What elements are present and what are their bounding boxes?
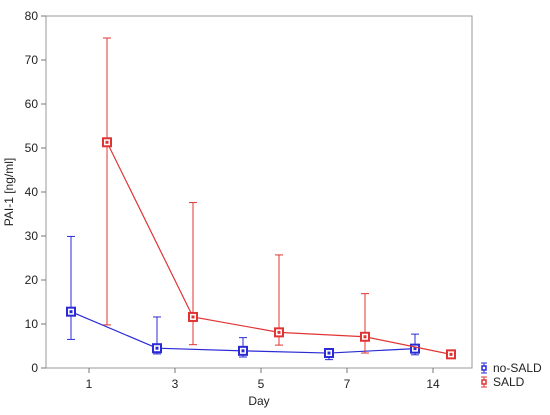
- y-tick-label: 40: [25, 185, 39, 199]
- y-tick-label: 80: [25, 9, 39, 23]
- data-point-center: [155, 346, 159, 350]
- legend-marker-icon: [481, 365, 487, 371]
- data-point-center: [413, 347, 417, 351]
- legend-item-SALD: SALD: [481, 375, 525, 389]
- legend-label: no-SALD: [493, 361, 542, 375]
- x-tick-label: 14: [426, 377, 440, 391]
- x-tick-label: 5: [258, 377, 265, 391]
- legend-marker-icon: [481, 379, 487, 385]
- y-tick-label: 10: [25, 317, 39, 331]
- data-point-center: [363, 335, 367, 339]
- data-point-center: [191, 315, 195, 319]
- series-SALD: [102, 37, 456, 360]
- y-tick-label: 30: [25, 229, 39, 243]
- y-axis: 0 10 20 30 40 50 60 70 80: [25, 9, 46, 375]
- y-tick-label: 70: [25, 53, 39, 67]
- x-tick-label: 1: [86, 377, 93, 391]
- x-tick-label: 7: [344, 377, 351, 391]
- data-point-center: [327, 351, 331, 355]
- y-tick-label: 50: [25, 141, 39, 155]
- series-no-SALD: [66, 235, 420, 361]
- data-point-center: [277, 330, 281, 334]
- data-point-center: [241, 349, 245, 353]
- x-axis: 1 3 5 7 14: [86, 368, 440, 391]
- plot-frame: [45, 15, 473, 369]
- data-point-center: [449, 352, 453, 356]
- y-tick-label: 60: [25, 97, 39, 111]
- legend-item-no-SALD: no-SALD: [481, 361, 542, 375]
- y-axis-title: PAI-1 [ng/ml]: [2, 158, 16, 226]
- data-point-center: [69, 310, 73, 314]
- x-tick-label: 3: [172, 377, 179, 391]
- y-tick-label: 0: [31, 361, 38, 375]
- data-point-center: [105, 140, 109, 144]
- legend-label: SALD: [493, 375, 525, 389]
- x-axis-title: Day: [248, 394, 269, 408]
- y-tick-label: 20: [25, 273, 39, 287]
- series-layer: [66, 37, 456, 361]
